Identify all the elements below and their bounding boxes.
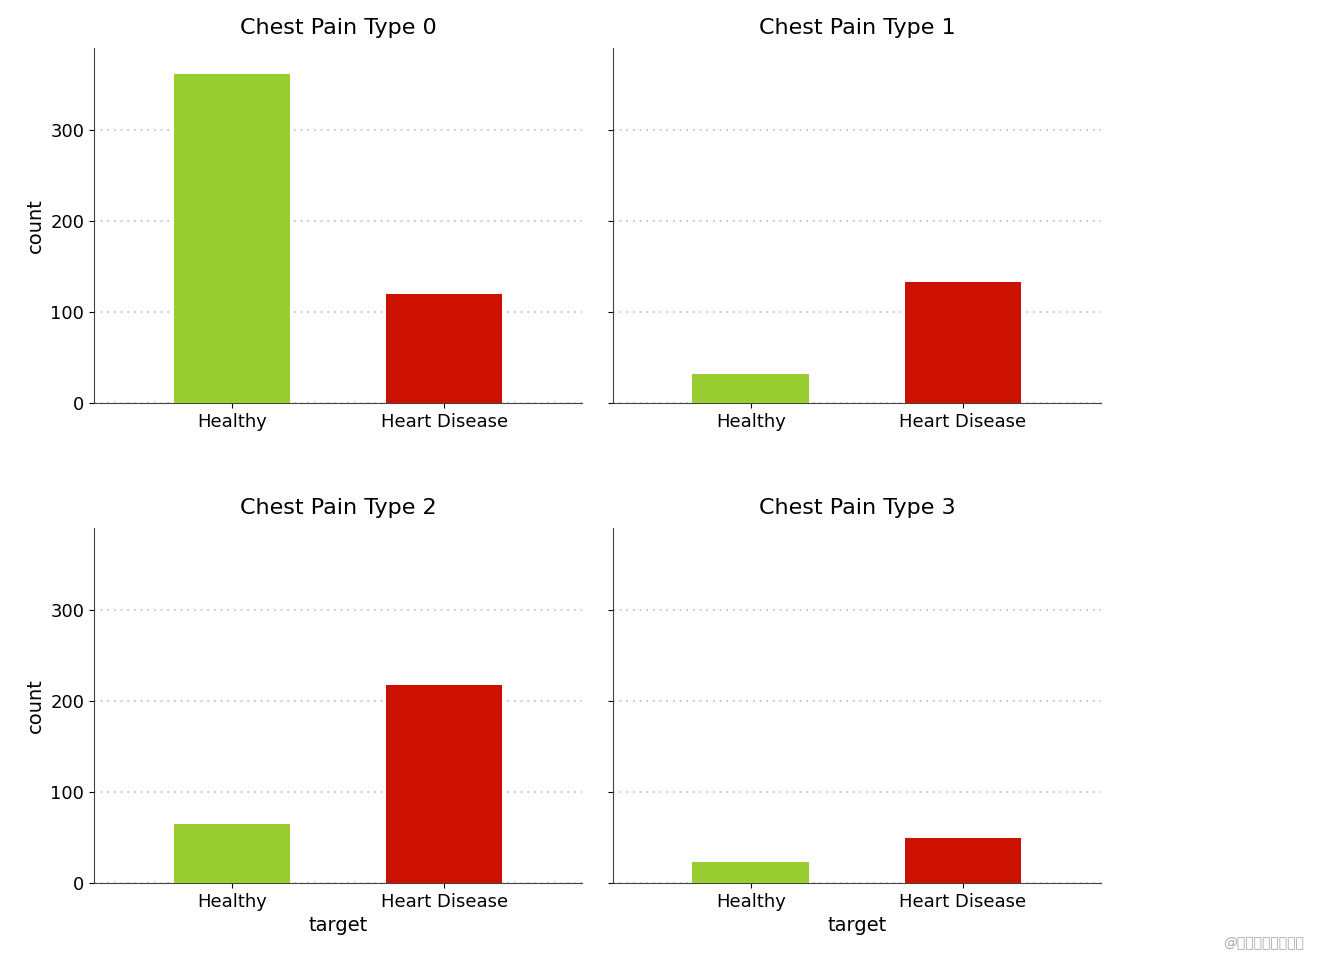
Bar xyxy=(905,838,1021,883)
Title: Chest Pain Type 0: Chest Pain Type 0 xyxy=(239,18,437,38)
X-axis label: target: target xyxy=(308,917,368,935)
Bar xyxy=(905,282,1021,403)
Bar xyxy=(173,74,290,403)
Title: Chest Pain Type 2: Chest Pain Type 2 xyxy=(239,498,437,517)
Text: @稀土掘金技术社区: @稀土掘金技术社区 xyxy=(1223,936,1304,950)
Legend: Healthy, Heart Disease: Healthy, Heart Disease xyxy=(1150,111,1344,252)
Bar xyxy=(386,684,503,883)
Bar xyxy=(386,294,503,403)
X-axis label: target: target xyxy=(827,917,887,935)
Title: Chest Pain Type 3: Chest Pain Type 3 xyxy=(758,498,956,517)
Y-axis label: count: count xyxy=(26,678,44,732)
Title: Chest Pain Type 1: Chest Pain Type 1 xyxy=(758,18,956,38)
Y-axis label: count: count xyxy=(26,199,44,253)
Bar xyxy=(692,374,809,403)
Bar xyxy=(692,862,809,883)
Bar xyxy=(173,824,290,883)
